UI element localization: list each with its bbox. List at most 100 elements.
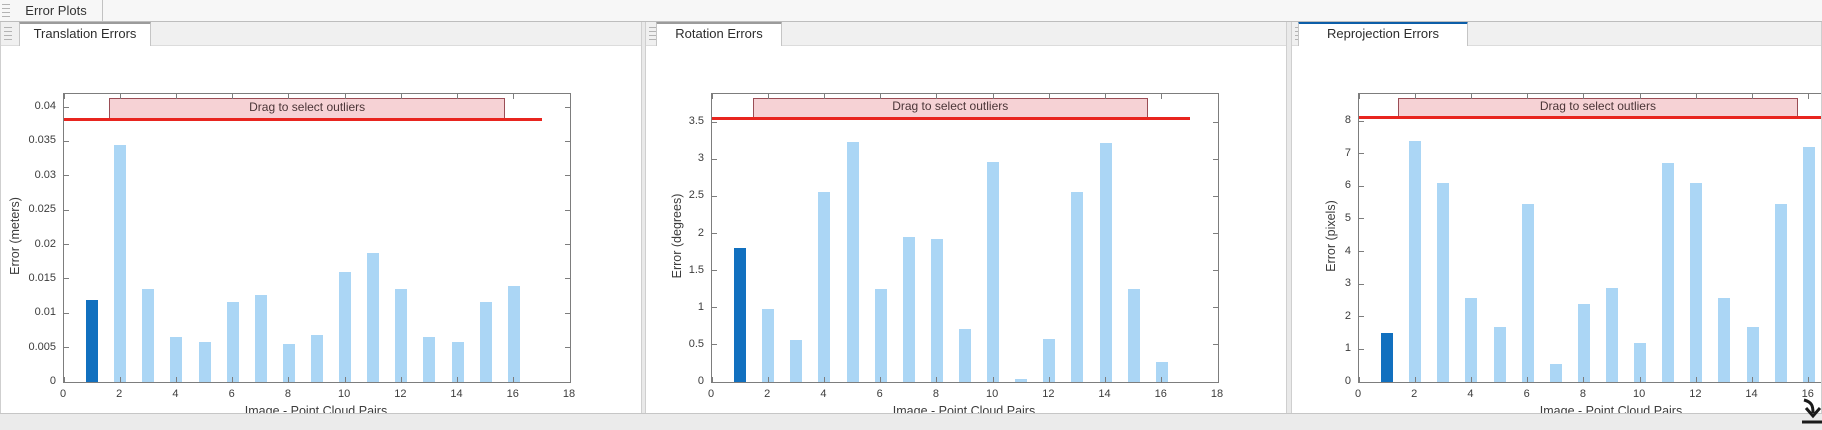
error-bar-pair-8[interactable] (282, 343, 295, 382)
error-bar-pair-9[interactable] (311, 335, 323, 382)
error-bar-pair-9[interactable] (959, 328, 971, 382)
error-bar-pair-11[interactable] (367, 252, 380, 382)
y-tick-label: 1.5 (688, 263, 704, 276)
error-bar-pair-4[interactable] (818, 191, 831, 382)
error-bar-pair-1[interactable] (1381, 333, 1394, 382)
error-bar-pair-14[interactable] (1746, 327, 1759, 382)
x-tick-mark (1414, 377, 1416, 382)
error-bar-pair-7[interactable] (254, 295, 267, 382)
tab-translation-errors[interactable]: Translation Errors (19, 21, 151, 46)
translation-chart-body: Drag to select outliers 0 0.005 0.01 0.015 0.… (1, 46, 641, 413)
rotation-chart-body: Drag to select outliers 0 0.5 1 1.5 2 2.5 3 3.5 0… (646, 46, 1286, 413)
error-bar-pair-1[interactable] (86, 299, 99, 382)
x-tick-label: 6 (876, 388, 883, 400)
error-bar-pair-8[interactable] (930, 239, 943, 382)
x-tick-mark (288, 377, 290, 382)
x-tick-mark (936, 377, 938, 382)
x-tick-label: 14 (450, 388, 463, 400)
threshold-line[interactable] (712, 116, 1190, 120)
x-tick-mark (1105, 94, 1107, 99)
x-tick-mark (1639, 377, 1641, 382)
x-tick-mark (400, 377, 402, 382)
outlier-selection-banner[interactable]: Drag to select outliers (108, 98, 506, 120)
x-tick-mark (823, 377, 825, 382)
plot-area[interactable]: Drag to select outliers (63, 93, 571, 383)
tab-error-plots[interactable]: Error Plots (10, 0, 103, 21)
error-bar-pair-13[interactable] (423, 336, 436, 382)
error-bar-pair-16[interactable] (507, 285, 520, 382)
error-bar-pair-7[interactable] (902, 237, 915, 382)
error-bar-pair-3[interactable] (790, 339, 803, 382)
error-bar-pair-1[interactable] (734, 248, 747, 382)
tab-reprojection-errors[interactable]: Reprojection Errors (1298, 21, 1468, 46)
error-bar-pair-2[interactable] (762, 309, 775, 382)
x-tick-mark (457, 94, 459, 99)
plot-area[interactable]: Drag to select outliers (711, 93, 1219, 383)
y-tick-mark (64, 140, 69, 142)
error-bar-pair-6[interactable] (1521, 204, 1534, 382)
x-tick-label: 2 (764, 388, 771, 400)
x-tick-mark (1583, 377, 1585, 382)
plot-area[interactable]: Drag to select outliers (1358, 93, 1821, 383)
dock-down-arrow-icon[interactable] (1800, 397, 1822, 429)
error-bar-pair-14[interactable] (1099, 142, 1112, 382)
error-bar-pair-10[interactable] (987, 162, 1000, 382)
error-bar-pair-11[interactable] (1662, 163, 1675, 382)
error-bar-pair-15[interactable] (1127, 289, 1140, 382)
error-bar-pair-6[interactable] (874, 289, 887, 382)
error-bar-pair-16[interactable] (1802, 147, 1815, 382)
error-bar-pair-2[interactable] (1409, 140, 1422, 382)
x-tick-label: 4 (1467, 388, 1474, 400)
error-bar-pair-11[interactable] (1015, 379, 1028, 382)
x-tick-label: 18 (1210, 388, 1224, 400)
y-tick-mark (565, 381, 570, 383)
error-bar-pair-14[interactable] (451, 342, 464, 382)
error-bar-pair-5[interactable] (1493, 327, 1506, 382)
error-bar-pair-13[interactable] (1718, 297, 1731, 382)
error-bar-pair-2[interactable] (114, 144, 127, 382)
error-bar-pair-6[interactable] (226, 302, 239, 382)
error-bar-pair-9[interactable] (1606, 288, 1618, 382)
x-tick-label: 8 (284, 388, 291, 400)
error-bar-pair-3[interactable] (1437, 183, 1450, 382)
threshold-line[interactable] (64, 118, 542, 122)
error-bar-pair-15[interactable] (1774, 204, 1787, 382)
drag-handle-icon[interactable] (2, 4, 10, 17)
error-bar-pair-12[interactable] (395, 289, 408, 382)
x-tick-label: 6 (1523, 388, 1530, 400)
threshold-line[interactable] (1359, 115, 1821, 119)
x-tick-mark (1161, 377, 1163, 382)
x-tick-mark (1161, 94, 1163, 99)
x-tick-mark (992, 94, 994, 99)
y-tick-label: 0.025 (28, 203, 56, 216)
x-tick-mark (1695, 377, 1697, 382)
drag-handle-icon[interactable] (649, 27, 657, 40)
y-tick-label: 7 (1344, 146, 1351, 159)
y-tick-mark (1213, 233, 1218, 235)
error-bar-pair-5[interactable] (198, 342, 211, 382)
error-bar-pair-12[interactable] (1043, 338, 1056, 382)
error-bar-pair-15[interactable] (479, 302, 492, 382)
error-bar-pair-4[interactable] (170, 336, 183, 382)
error-bar-pair-12[interactable] (1690, 183, 1703, 382)
error-bar-pair-3[interactable] (142, 289, 155, 382)
error-bar-pair-10[interactable] (1634, 342, 1647, 382)
error-bar-pair-16[interactable] (1155, 361, 1168, 382)
y-tick-mark (1359, 218, 1364, 220)
error-bar-pair-8[interactable] (1577, 304, 1590, 382)
tab-rotation-errors[interactable]: Rotation Errors (656, 21, 782, 46)
error-bar-pair-13[interactable] (1071, 191, 1084, 382)
y-tick-mark (1213, 121, 1218, 123)
error-bar-pair-5[interactable] (846, 141, 859, 382)
x-axis-label: Image - Point Cloud Pairs (892, 404, 1036, 413)
bottom-edge-strip (0, 413, 1822, 430)
x-tick-mark (344, 94, 346, 99)
error-bar-pair-10[interactable] (339, 272, 352, 382)
error-bar-pair-7[interactable] (1549, 364, 1562, 382)
y-tick-mark (1359, 348, 1364, 350)
drag-handle-icon[interactable] (4, 27, 12, 40)
x-tick-mark (119, 377, 121, 382)
error-bar-pair-4[interactable] (1465, 297, 1478, 382)
outlier-selection-banner[interactable]: Drag to select outliers (1398, 98, 1798, 117)
outlier-selection-banner[interactable]: Drag to select outliers (752, 98, 1148, 118)
